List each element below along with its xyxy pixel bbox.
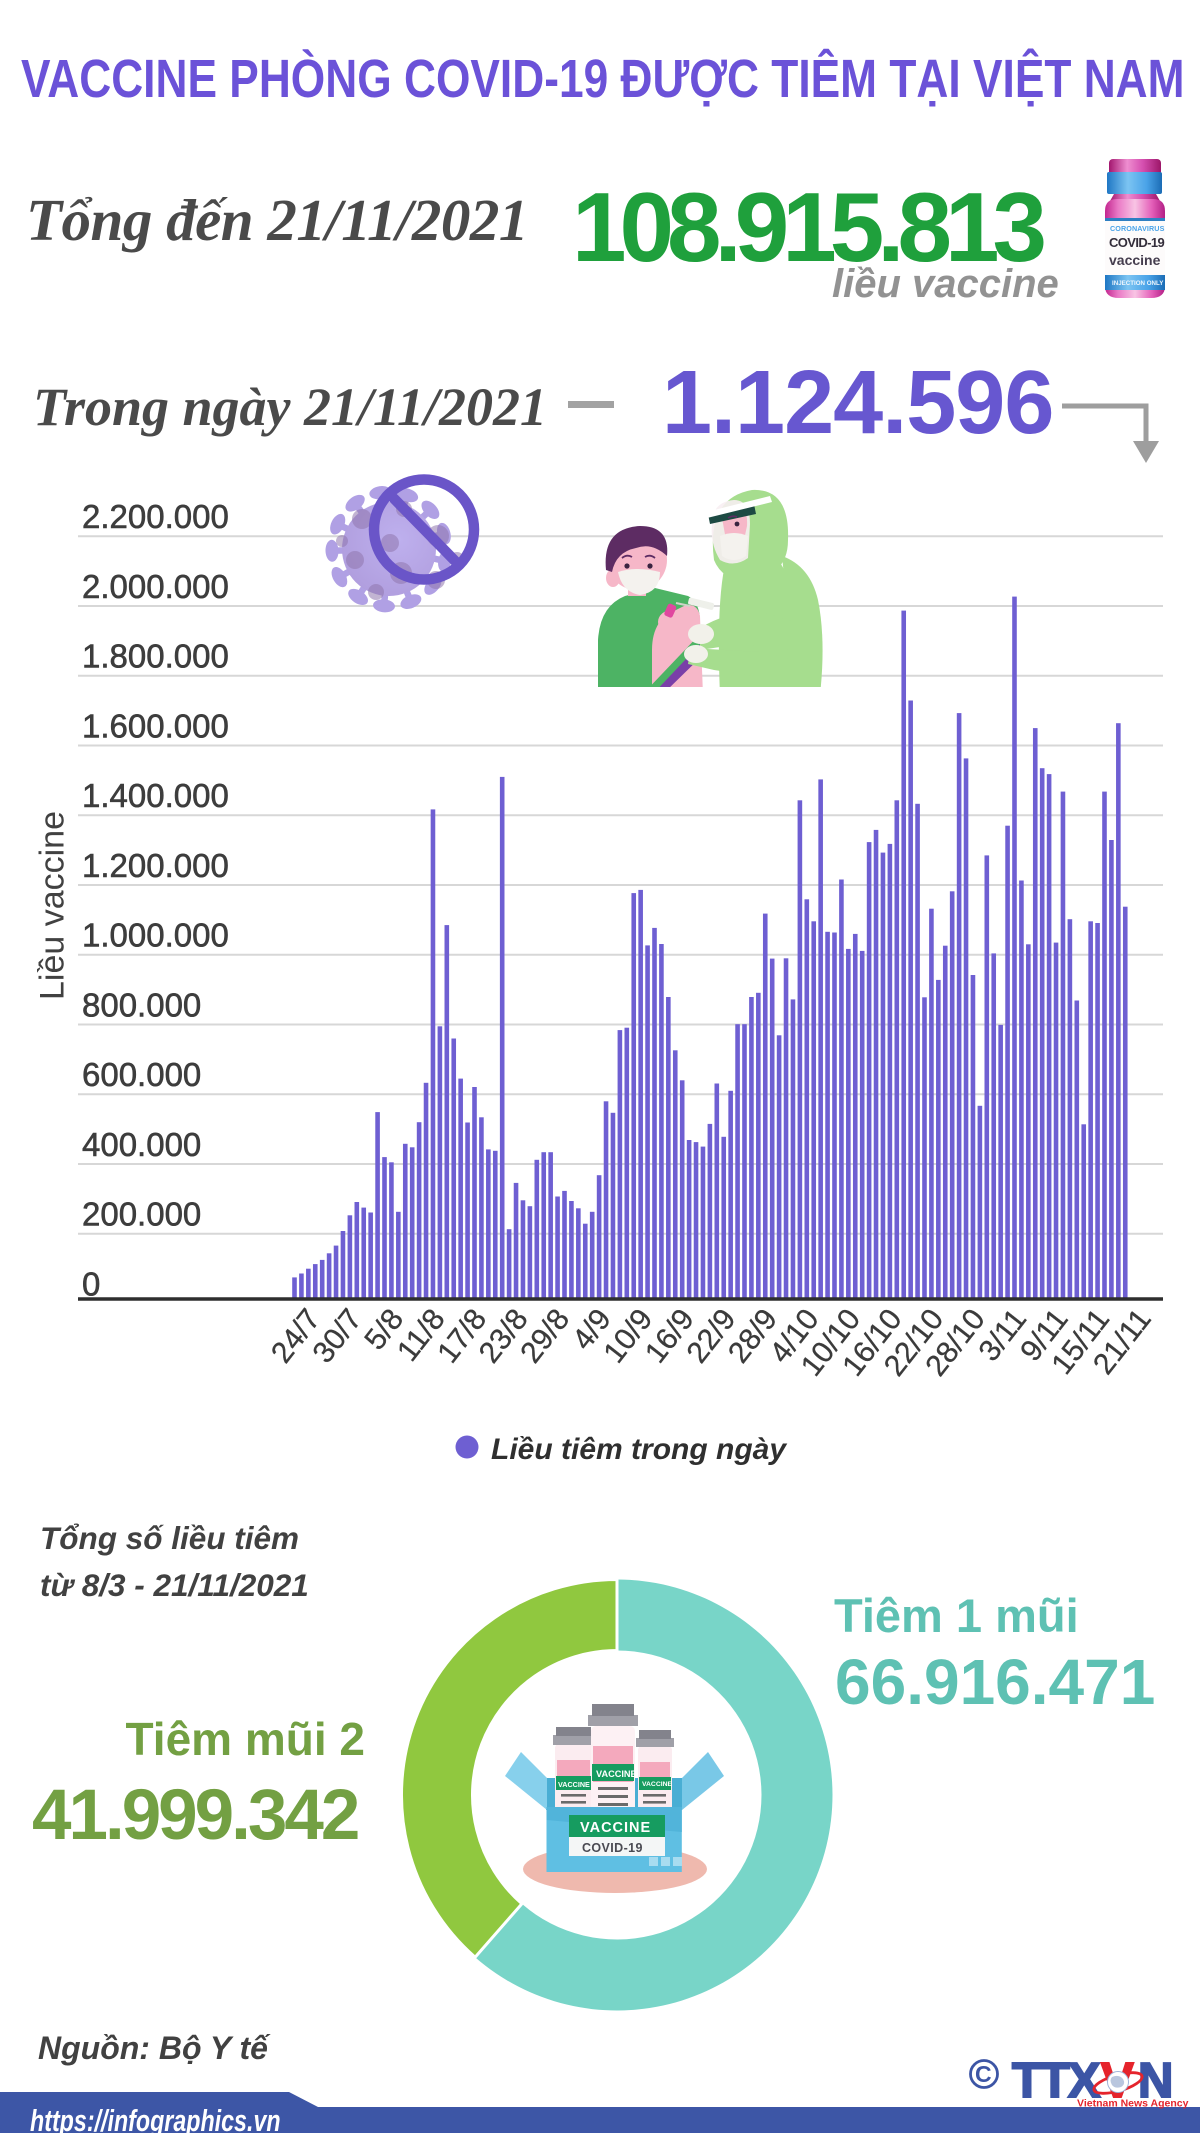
- svg-text:CORONAVIRUS: CORONAVIRUS: [1110, 224, 1165, 233]
- svg-text:VACCINE: VACCINE: [558, 1780, 590, 1789]
- svg-text:1.600.000: 1.600.000: [82, 708, 229, 745]
- svg-text:1.800.000: 1.800.000: [82, 638, 229, 675]
- svg-text:2.200.000: 2.200.000: [82, 498, 229, 535]
- svg-text:COVID-19: COVID-19: [1109, 235, 1165, 250]
- svg-text:VACCINE: VACCINE: [580, 1820, 651, 1836]
- svg-text:VACCINE: VACCINE: [642, 1781, 673, 1788]
- svg-text:COVID-19: COVID-19: [582, 1841, 643, 1855]
- svg-text:TTX: TTX: [1012, 2054, 1101, 2108]
- svg-text:200.000: 200.000: [82, 1196, 201, 1233]
- svg-text:C: C: [975, 2061, 992, 2087]
- svg-text:1.200.000: 1.200.000: [82, 847, 229, 884]
- svg-text:VACCINE: VACCINE: [596, 1769, 637, 1779]
- svg-text:1.000.000: 1.000.000: [82, 917, 229, 954]
- svg-text:800.000: 800.000: [82, 987, 201, 1024]
- svg-text:Vietnam News Agency: Vietnam News Agency: [1077, 2098, 1189, 2110]
- svg-text:INJECTION ONLY: INJECTION ONLY: [1112, 280, 1164, 287]
- svg-text:vaccine: vaccine: [1109, 252, 1161, 268]
- svg-text:1.400.000: 1.400.000: [82, 777, 229, 814]
- svg-text:600.000: 600.000: [82, 1056, 201, 1093]
- svg-text:400.000: 400.000: [82, 1126, 201, 1163]
- svg-text:2.000.000: 2.000.000: [82, 568, 229, 605]
- svg-text:0: 0: [82, 1266, 100, 1303]
- svg-text:N: N: [1138, 2054, 1171, 2108]
